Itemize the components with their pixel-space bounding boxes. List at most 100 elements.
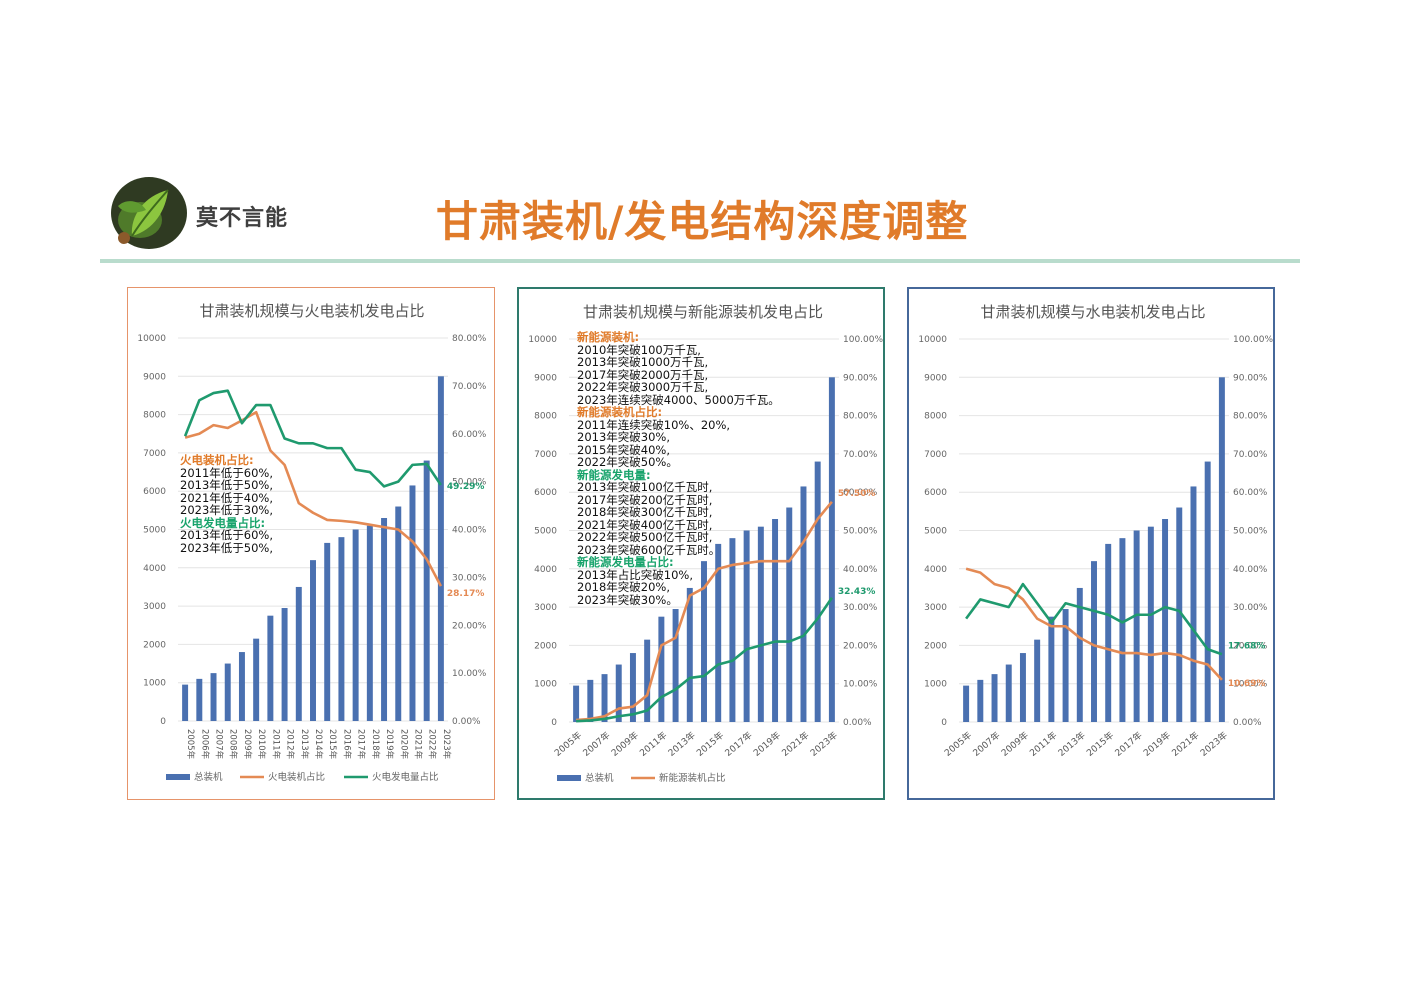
bar (977, 679, 984, 722)
annotation-line: 火电发电量占比: (180, 515, 266, 530)
annotation-line: 新能源发电量: (577, 467, 651, 482)
x-tick-label: 2018年 (370, 729, 381, 760)
bar (991, 674, 998, 722)
annotation-line: 2010年突破100万千瓦, (577, 342, 701, 357)
bar (1105, 543, 1112, 722)
legend-swatch (557, 775, 581, 781)
x-tick-label: 2011年 (270, 729, 281, 760)
brand-name: 莫不言能 (196, 206, 289, 231)
data-label: 49.29% (447, 482, 485, 492)
y2-tick-label: 0.00% (1233, 718, 1262, 728)
bar (196, 678, 203, 721)
y-tick-label: 2000 (534, 641, 557, 651)
y-tick-label: 3000 (534, 603, 557, 613)
annotation-line: 2017年突破200亿千瓦时, (577, 492, 713, 507)
x-tick-label: 2005年 (185, 729, 196, 760)
bar (1091, 561, 1097, 722)
x-tick-label: 2014年 (313, 729, 324, 760)
legend-swatch (166, 774, 190, 780)
annotation-line: 2023年低于50%, (180, 540, 273, 555)
y2-tick-label: 50.00% (843, 527, 878, 537)
annotation-line: 2021年低于40%, (180, 490, 273, 505)
bar (757, 526, 764, 722)
bar (1190, 486, 1197, 722)
bar (686, 587, 693, 722)
x-tick-label: 2011年 (637, 729, 669, 759)
data-label: 28.17% (447, 589, 485, 599)
x-tick-label: 2007年 (970, 729, 1002, 759)
series-line (965, 567, 1223, 681)
bar (310, 560, 316, 721)
bar (672, 609, 679, 722)
x-tick-label: 2006年 (199, 729, 210, 760)
bar (587, 679, 594, 722)
y2-tick-label: 20.00% (452, 621, 487, 631)
bar (210, 673, 217, 721)
y2-tick-label: 20.00% (1233, 641, 1268, 651)
y2-tick-label: 40.00% (1233, 565, 1268, 575)
y2-tick-label: 90.00% (1233, 373, 1268, 383)
y-tick-label: 3000 (143, 602, 166, 612)
x-tick-label: 2021年 (1169, 729, 1201, 759)
y-tick-label: 10000 (137, 334, 166, 344)
bar (1076, 587, 1083, 722)
x-tick-label: 2008年 (228, 729, 239, 760)
y2-tick-label: 0.00% (452, 717, 481, 727)
x-tick-label: 2022年 (427, 729, 438, 760)
annotation-thermal: 火电装机占比: 2011年低于60%, 2013年低于50%, 2021年低于40%,… (180, 454, 273, 554)
y-tick-label: 9000 (143, 372, 166, 382)
y-tick-label: 5000 (924, 527, 947, 537)
bar (800, 486, 807, 722)
y-tick-label: 7000 (534, 450, 557, 460)
bar (786, 507, 793, 722)
page-title: 甘肃装机/发电结构深度调整 (436, 197, 969, 246)
annotation-line: 2022年突破500亿千瓦时, (577, 530, 713, 544)
y-tick-label: 2000 (924, 641, 947, 651)
y2-tick-label: 80.00% (843, 412, 878, 422)
bar (1119, 538, 1126, 722)
legend-label: 新能源装机占比 (659, 772, 726, 784)
bar (1176, 507, 1183, 722)
bar (182, 684, 189, 721)
y2-tick-label: 30.00% (1233, 603, 1268, 613)
bar (395, 506, 402, 721)
x-tick-label: 2023年 (1198, 729, 1230, 759)
bar (437, 376, 444, 721)
y-tick-label: 0 (160, 717, 166, 727)
chart-panel-new-energy: 甘肃装机规模与新能源装机发电占比 0 1000 2000 3000 4000 5000 600… (517, 287, 885, 800)
y-tick-label: 0 (551, 718, 557, 728)
bar (338, 537, 345, 721)
x-tick-label: 2013年 (666, 729, 698, 759)
bar (1048, 616, 1055, 722)
y-tick-label: 0 (941, 718, 947, 728)
bar (1019, 653, 1026, 722)
series-line (576, 597, 833, 723)
annotation-line: 2023年突破30%。 (577, 592, 678, 607)
data-label: 32.43% (838, 587, 876, 597)
y-tick-label: 9000 (924, 373, 947, 383)
chart-title: 甘肃装机规模与火电装机发电占比 (199, 302, 424, 320)
bar (963, 685, 970, 722)
x-tick-label: 2019年 (751, 729, 783, 759)
bar (729, 538, 736, 722)
x-tick-label: 2017年 (356, 729, 367, 760)
bar (715, 543, 722, 722)
y2-tick-label: 60.00% (843, 488, 878, 498)
bar (1133, 530, 1140, 722)
y-tick-label: 3000 (924, 603, 947, 613)
y-tick-label: 4000 (534, 565, 557, 575)
bar (743, 530, 750, 722)
bar (1218, 377, 1225, 722)
x-tick-label: 2010年 (256, 729, 267, 760)
annotation-line: 2021年突破400亿千瓦时, (577, 517, 713, 532)
annotation-new-energy: 新能源装机: 2010年突破100万千瓦, 2013年突破1000万千瓦, 2017年… (577, 331, 780, 606)
y2-tick-label: 80.00% (452, 334, 487, 344)
bar (1034, 639, 1041, 722)
y2-tick-label: 20.00% (843, 641, 878, 651)
annotation-line: 2013年突破1000万千瓦, (577, 355, 709, 369)
annotation-line: 2011年低于60%, (180, 465, 273, 480)
x-tick-label: 2013年 (1056, 729, 1088, 759)
legend-label: 火电装机占比 (268, 771, 325, 783)
x-tick-label: 2019年 (1141, 729, 1173, 759)
y2-tick-label: 50.00% (1233, 527, 1268, 537)
